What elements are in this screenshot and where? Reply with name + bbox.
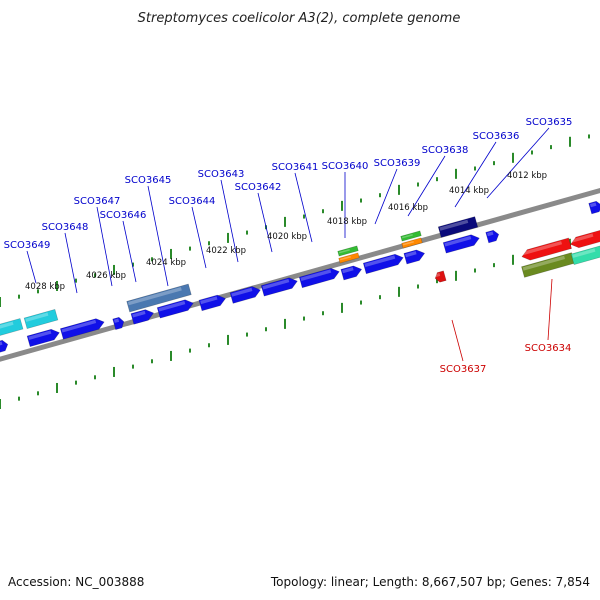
gene-block-green[interactable]: [400, 230, 422, 242]
gene-arrow[interactable]: [26, 327, 61, 347]
leader-line: [96, 206, 113, 287]
feature-tracks: [0, 200, 600, 354]
scale-label: 4024 kbp: [146, 258, 186, 268]
leader-line: [294, 172, 313, 243]
leader-line: [220, 179, 239, 263]
leader-line: [26, 250, 37, 284]
gene-label-sco3642[interactable]: SCO3642: [235, 182, 282, 193]
scale-label: 4026 kbp: [86, 271, 126, 281]
gene-arrow[interactable]: [588, 200, 600, 215]
leader-line: [122, 220, 137, 283]
gene-arrow[interactable]: [198, 293, 227, 312]
label-leader-lines: [26, 127, 553, 362]
gene-block-navy[interactable]: [437, 216, 479, 238]
gene-label-sco3648[interactable]: SCO3648: [42, 222, 89, 233]
scale-label: 4022 kbp: [206, 246, 246, 256]
gene-label-sco3640[interactable]: SCO3640: [322, 161, 369, 172]
leader-line: [407, 155, 446, 217]
gene-label-sco3637[interactable]: SCO3637: [440, 364, 487, 375]
leader-line: [191, 206, 207, 269]
gene-label-sco3649[interactable]: SCO3649: [4, 240, 51, 251]
scale-label: 4016 kbp: [388, 203, 428, 213]
gene-label-sco3644[interactable]: SCO3644: [169, 196, 216, 207]
gene-label-sco3647[interactable]: SCO3647: [74, 196, 121, 207]
gene-block-cyan[interactable]: [23, 309, 59, 329]
leader-line: [147, 185, 169, 287]
gene-arrow[interactable]: [403, 248, 426, 265]
gene-arrow[interactable]: [485, 229, 501, 244]
sequence-backbone: [0, 187, 600, 362]
scale-label: 4028 kbp: [25, 282, 65, 292]
gene-label-sco3643[interactable]: SCO3643: [198, 169, 245, 180]
gene-arrow[interactable]: [130, 308, 155, 325]
gene-arrow-reverse[interactable]: [569, 230, 600, 249]
gene-arrow[interactable]: [112, 316, 126, 331]
gene-arrow[interactable]: [0, 339, 9, 354]
leader-line: [547, 278, 553, 341]
gene-arrow-reverse[interactable]: [434, 270, 447, 283]
accession-label: Accession: NC_003888: [8, 575, 144, 589]
gene-arrow[interactable]: [59, 317, 105, 340]
backbone-line: [0, 187, 600, 362]
gene-arrow[interactable]: [229, 285, 262, 304]
genome-summary: Topology: linear; Length: 8,667,507 bp; …: [270, 575, 590, 589]
leader-line: [257, 192, 273, 253]
gene-arrow[interactable]: [362, 252, 404, 275]
gene-arrow-reverse[interactable]: [520, 237, 572, 262]
leader-line: [451, 319, 464, 362]
scale-label: 4020 kbp: [267, 232, 307, 242]
gene-arrow[interactable]: [298, 266, 340, 289]
gene-arrow[interactable]: [340, 264, 363, 281]
leader-line: [454, 141, 497, 208]
scale-label: 4018 kbp: [327, 217, 367, 227]
gene-label-sco3636[interactable]: SCO3636: [473, 131, 520, 142]
gene-labels: 4028 kbp 4026 kbp 4024 kbp 4022 kbp 4020 kbp…: [4, 117, 573, 375]
leader-line: [64, 232, 78, 294]
gene-arrow[interactable]: [260, 276, 299, 297]
gene-label-sco3638[interactable]: SCO3638: [422, 145, 469, 156]
gene-block-mint[interactable]: [570, 245, 600, 265]
leader-line: [374, 168, 398, 225]
genome-title: Streptomyces coelicolor A3(2), complete …: [138, 11, 461, 26]
gene-label-sco3634[interactable]: SCO3634: [525, 343, 572, 354]
gene-block-orange[interactable]: [338, 252, 360, 264]
leader-line: [486, 127, 550, 199]
gene-arrow[interactable]: [442, 233, 481, 254]
gene-label-sco3639[interactable]: SCO3639: [374, 158, 421, 169]
gene-arrow[interactable]: [156, 298, 195, 319]
gene-label-sco3646[interactable]: SCO3646: [100, 210, 147, 221]
gene-label-sco3635[interactable]: SCO3635: [526, 117, 573, 128]
scale-label: 4014 kbp: [449, 186, 489, 196]
gene-label-sco3641[interactable]: SCO3641: [272, 162, 319, 173]
gene-label-sco3645[interactable]: SCO3645: [125, 175, 172, 186]
gene-block-green[interactable]: [337, 245, 359, 257]
inner-scale-ruler: [0, 236, 590, 409]
scale-label: 4012 kbp: [507, 171, 547, 181]
gene-block-cyan[interactable]: [0, 318, 24, 336]
gene-block-steelblue[interactable]: [126, 283, 192, 313]
gene-block-orange[interactable]: [401, 237, 423, 249]
